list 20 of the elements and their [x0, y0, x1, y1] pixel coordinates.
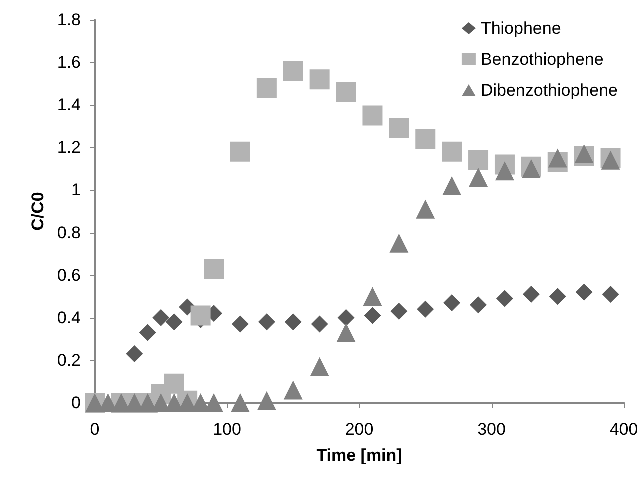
x-tick-label: 200 — [345, 420, 374, 439]
x-tick-label: 400 — [610, 420, 638, 439]
x-tick-label: 100 — [213, 420, 242, 439]
y-axis-title: C/C0 — [28, 192, 48, 231]
legend-label: Dibenzothiophene — [480, 81, 618, 100]
legend-label: Thiophene — [480, 19, 562, 38]
x-tick-label: 300 — [478, 420, 506, 439]
x-axis-title: Time [min] — [316, 446, 402, 465]
legend-label: Benzothiophene — [480, 50, 604, 69]
y-tick-label: 1 — [72, 180, 81, 200]
y-tick-label: 1.8 — [57, 10, 81, 30]
y-tick-label: 0 — [72, 394, 81, 412]
y-tick-label: 0.8 — [57, 223, 81, 242]
y-tick-label: 0.4 — [57, 308, 81, 328]
x-tick-label: 0 — [90, 420, 100, 439]
y-tick-label: 1.2 — [57, 138, 81, 158]
y-tick-label: 0.2 — [57, 350, 81, 370]
y-tick-label: 1.4 — [57, 96, 81, 115]
y-tick-label: 0.6 — [57, 266, 81, 285]
y-tick-label: 1.6 — [57, 53, 81, 72]
